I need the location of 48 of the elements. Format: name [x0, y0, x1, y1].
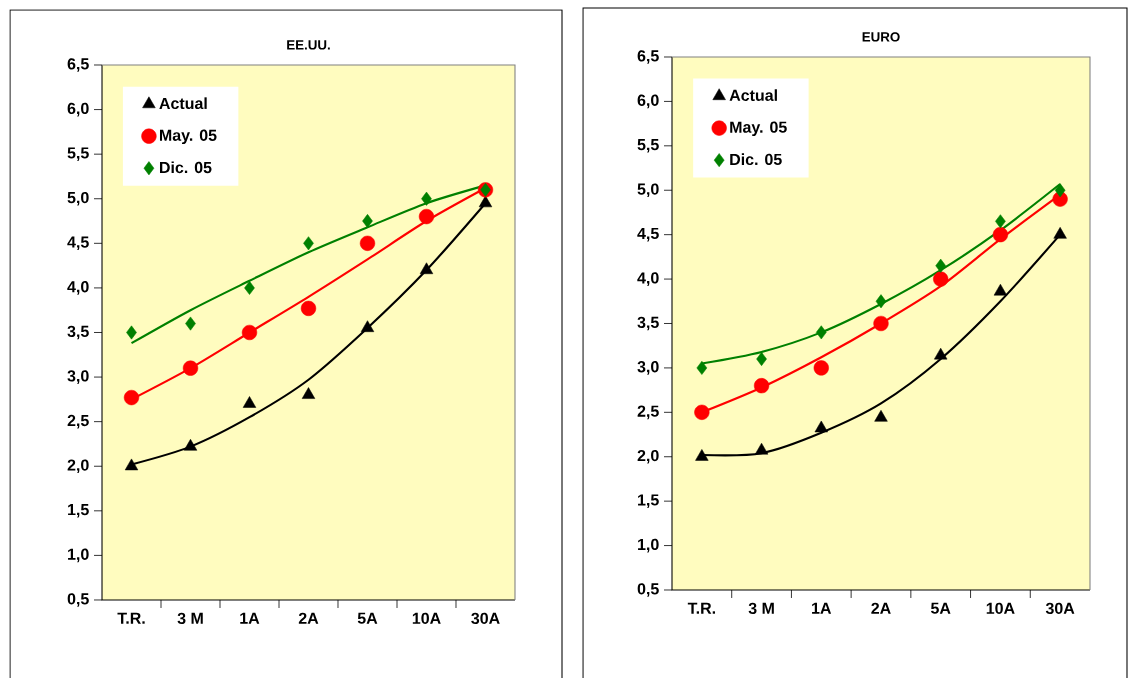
x-tick-label: 3 M	[748, 602, 774, 615]
x-tick-label: 3 M	[177, 612, 203, 625]
x-tick-label: T.R.	[687, 602, 715, 614]
y-tick-label: 4,5	[67, 236, 89, 251]
x-tick-label: 2A	[871, 602, 891, 614]
y-tick-label: 3,5	[637, 316, 659, 331]
y-tick-label: 2,5	[67, 414, 89, 429]
y-tick-label: 0,5	[67, 593, 89, 607]
y-tick-label: 1,5	[68, 504, 89, 518]
x-tick-label: 5A	[930, 602, 951, 614]
y-tick-label: 4,0	[637, 272, 659, 286]
y-tick-label: 6,0	[67, 102, 89, 117]
legend-label: May. 05	[159, 129, 217, 145]
chart-title: EURO	[862, 32, 900, 42]
y-tick-label: 2,0	[67, 459, 89, 474]
y-tick-label: 5,5	[67, 147, 89, 161]
y-tick-label: 1,0	[638, 538, 659, 553]
y-tick-label: 6,5	[67, 58, 89, 72]
x-tick-label: 2A	[298, 612, 319, 624]
y-tick-label: 1,5	[638, 494, 659, 508]
legend-label: Dic. 05	[159, 161, 212, 174]
y-tick-label: 3,5	[67, 325, 89, 340]
y-tick-label: 0,5	[637, 583, 659, 597]
y-tick-label: 5,5	[637, 139, 659, 153]
x-tick-label: 1A	[812, 602, 832, 614]
x-tick-label: 1A	[240, 612, 260, 624]
legend-label: Dic. 05	[730, 153, 782, 166]
y-tick-label: 5,0	[67, 191, 89, 206]
y-tick-label: 3,0	[67, 370, 89, 384]
y-tick-label: 1,0	[68, 548, 89, 563]
y-tick-label: 6,0	[637, 94, 659, 109]
y-tick-label: 4,5	[637, 227, 659, 242]
y-tick-label: 2,0	[637, 449, 659, 464]
x-tick-label: T.R.	[117, 612, 145, 624]
legend-label: Actual	[159, 97, 207, 110]
x-tick-label: 10A	[412, 612, 441, 625]
chart-title: EE.UU.	[287, 40, 330, 50]
y-tick-label: 5,0	[637, 183, 659, 198]
x-tick-label: 30A	[1045, 602, 1075, 615]
y-tick-label: 6,5	[637, 50, 659, 64]
y-tick-label: 2,5	[637, 405, 659, 420]
x-tick-label: 5A	[357, 612, 378, 624]
x-tick-label: 10A	[986, 602, 1015, 615]
legend-label: Actual	[729, 89, 777, 101]
y-tick-label: 3,0	[637, 361, 659, 375]
x-tick-label: 30A	[471, 612, 500, 625]
legend-label: May. 05	[730, 121, 787, 136]
y-tick-label: 4,0	[67, 281, 89, 295]
